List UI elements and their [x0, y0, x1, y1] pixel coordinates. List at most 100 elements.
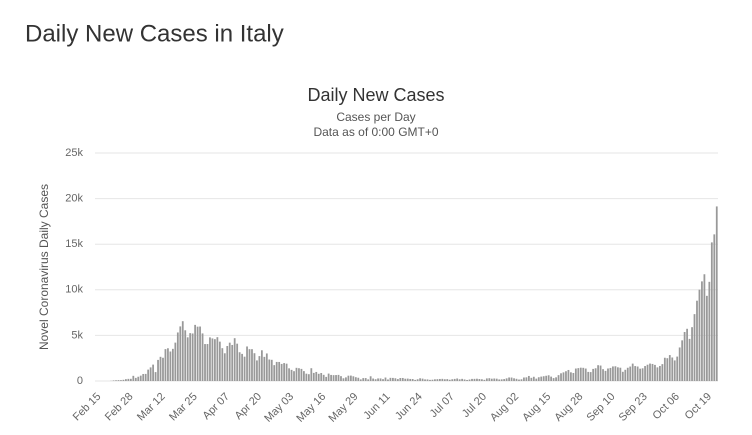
bar	[530, 377, 533, 381]
bar	[273, 365, 276, 381]
bar	[708, 281, 711, 381]
bar	[631, 363, 634, 381]
bar	[278, 361, 281, 381]
bar	[275, 361, 278, 381]
bar	[513, 378, 515, 381]
bar	[636, 366, 639, 381]
bar	[426, 379, 429, 381]
bar	[184, 330, 187, 381]
bar	[270, 359, 273, 381]
bar	[345, 377, 347, 381]
bar	[218, 341, 221, 381]
bar	[389, 377, 392, 381]
x-tick-label: Feb 28	[103, 391, 136, 424]
bar	[325, 376, 328, 381]
bar	[337, 374, 340, 381]
bar	[159, 356, 162, 381]
bar	[446, 379, 449, 381]
bar	[518, 379, 520, 381]
bar	[298, 368, 300, 381]
x-tick-label: Sep 23	[617, 391, 650, 424]
bar	[340, 376, 342, 381]
x-tick-label: Jun 24	[393, 391, 425, 423]
bar	[614, 366, 617, 381]
bar	[194, 324, 197, 381]
bar	[619, 367, 622, 381]
bar	[320, 373, 323, 381]
bar	[461, 378, 464, 381]
bar	[448, 379, 451, 381]
x-tick-label: Aug 02	[488, 391, 521, 424]
bar	[330, 374, 332, 381]
y-tick-label: 5k	[71, 329, 83, 341]
bar	[248, 349, 251, 381]
bar	[406, 378, 409, 381]
bar	[211, 338, 214, 381]
bar	[342, 378, 345, 381]
bar	[520, 379, 523, 381]
bar	[300, 368, 303, 381]
bar	[710, 242, 713, 381]
y-axis-label: Novel Coronavirus Daily Cases	[37, 184, 51, 350]
bar	[495, 378, 498, 381]
bar	[555, 377, 557, 381]
bar	[626, 367, 629, 381]
bar	[174, 342, 177, 381]
bar	[387, 379, 389, 381]
bar	[231, 344, 234, 381]
bar	[315, 371, 318, 381]
x-tick-label: Jul 20	[460, 391, 489, 420]
bar	[532, 376, 535, 381]
bar	[525, 377, 528, 381]
x-tick-label: May 03	[262, 391, 296, 425]
bar	[251, 349, 253, 381]
bar	[582, 367, 585, 381]
bar	[567, 369, 570, 381]
bar	[644, 366, 646, 381]
bar	[132, 375, 135, 381]
bar	[547, 375, 550, 381]
bar	[503, 379, 506, 381]
bar	[537, 377, 540, 381]
bar	[579, 367, 582, 381]
chart-subtitle: Data as of 0:00 GMT+0	[313, 125, 438, 139]
bar	[666, 358, 669, 381]
bar	[424, 379, 426, 381]
bar	[703, 274, 706, 381]
bar	[441, 378, 444, 381]
bar	[597, 365, 599, 381]
bar	[238, 352, 241, 381]
bar	[162, 357, 164, 381]
bar	[515, 378, 518, 381]
bar	[416, 379, 419, 381]
bar	[414, 379, 417, 381]
bar	[154, 372, 157, 381]
bar	[372, 378, 375, 381]
bar	[639, 368, 642, 381]
bar	[253, 353, 256, 381]
bar	[394, 378, 397, 381]
bar	[458, 379, 461, 381]
bar	[490, 378, 493, 381]
bar	[560, 373, 562, 381]
bar	[570, 372, 572, 381]
bar	[676, 356, 679, 381]
x-tick-label: Sep 10	[584, 391, 617, 424]
bar	[199, 326, 201, 381]
bar	[540, 376, 543, 381]
bar	[493, 378, 496, 381]
bar	[134, 377, 137, 381]
chart-subtitle: Cases per Day	[336, 110, 415, 124]
bar	[129, 378, 132, 381]
bar	[468, 379, 471, 381]
bar	[396, 379, 399, 381]
bar	[696, 300, 698, 381]
bar	[359, 379, 362, 381]
bar	[510, 377, 513, 381]
bar	[367, 379, 370, 381]
bar	[206, 344, 209, 381]
bar	[545, 375, 548, 381]
bar	[535, 378, 538, 381]
